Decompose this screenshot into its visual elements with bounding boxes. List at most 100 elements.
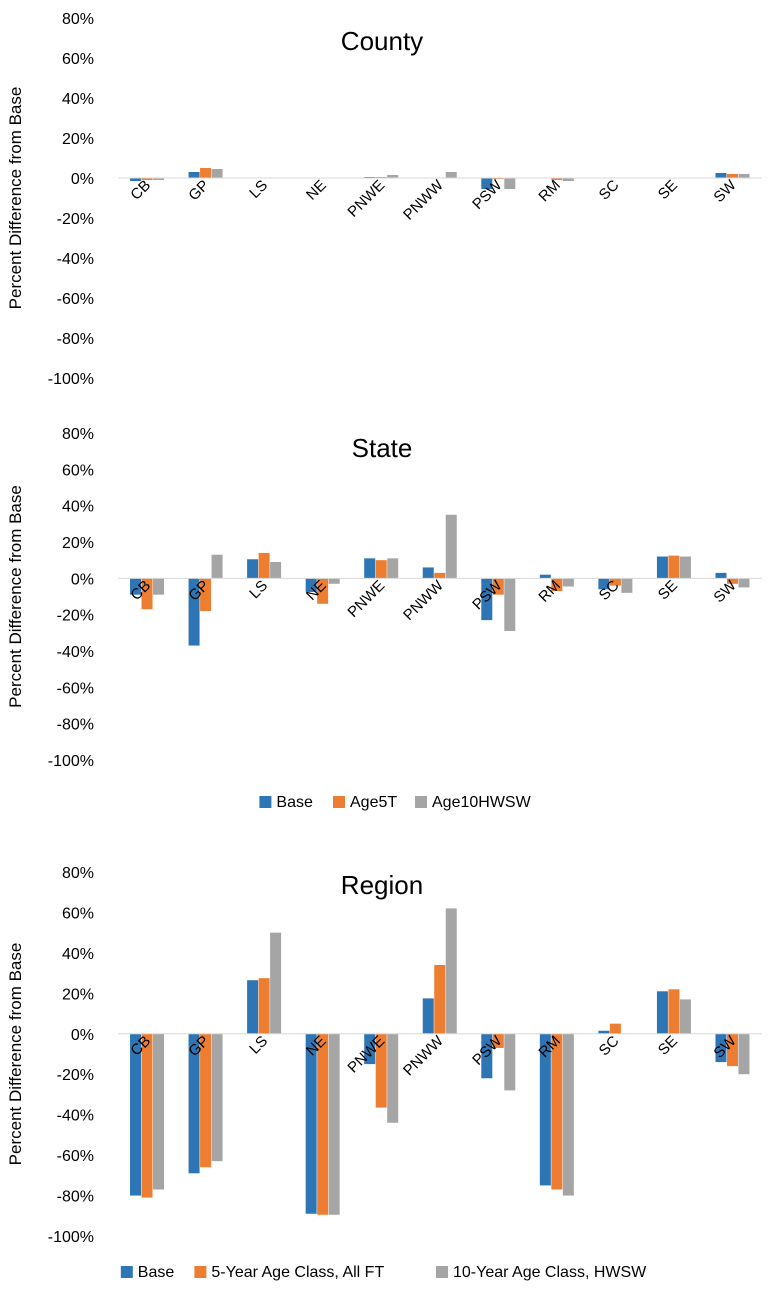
bar-psw-0 (481, 178, 493, 189)
legend-swatch (194, 1266, 207, 1278)
bar-sw-0 (715, 1033, 727, 1063)
bar-rm-1 (551, 178, 563, 180)
bar-sw-1 (726, 174, 738, 178)
bar-pnww-1 (434, 572, 446, 579)
bar-sc-1 (609, 1023, 621, 1034)
bar-sc-0 (598, 578, 610, 590)
bar-pnwe-1 (375, 1033, 387, 1108)
x-tick-label: SW (710, 176, 740, 206)
y-tick-label: -40% (57, 1108, 94, 1125)
y-tick-label: 0% (71, 171, 94, 188)
chart-title: County (341, 26, 423, 56)
bar-pnww-2 (445, 172, 457, 178)
chart-title: Region (341, 870, 423, 900)
y-tick-label: 40% (62, 499, 94, 516)
legend-swatch (120, 1266, 133, 1278)
legend-label: Base (138, 1264, 175, 1281)
legend-label: Age10HWSW (432, 794, 532, 811)
x-tick-label: LS (246, 177, 271, 202)
bar-cb-2 (153, 1033, 165, 1190)
y-tick-label: -80% (57, 717, 94, 734)
bar-sw-1 (726, 578, 738, 584)
y-tick-label: 80% (62, 11, 94, 28)
bar-sc-0 (598, 1030, 610, 1034)
y-tick-label: -20% (57, 608, 94, 625)
legend-label: 10-Year Age Class, HWSW (453, 1264, 647, 1281)
bar-psw-0 (481, 1033, 493, 1079)
bar-ls-1 (258, 978, 270, 1034)
bar-cb-2 (153, 178, 165, 180)
x-tick-label: PNWW (400, 1032, 447, 1079)
bar-ne-2 (328, 1033, 340, 1215)
x-tick-label: RM (535, 177, 564, 206)
y-tick-label: -100% (48, 1229, 94, 1246)
bar-cb-0 (130, 178, 142, 181)
y-tick-label: -40% (57, 644, 94, 661)
bar-sw-2 (738, 1033, 750, 1075)
bar-sw-2 (738, 578, 750, 588)
bar-psw-1 (492, 578, 504, 595)
y-tick-label: -100% (48, 371, 94, 388)
bar-rm-2 (562, 1033, 574, 1196)
bar-gp-2 (211, 1033, 223, 1162)
bar-se-2 (679, 556, 691, 579)
x-tick-label: PNWE (344, 177, 388, 221)
bar-sc-2 (621, 578, 633, 593)
x-tick-label: SC (596, 1032, 623, 1059)
x-tick-label: SC (596, 177, 623, 204)
chart-title: State (352, 433, 413, 463)
bar-psw-2 (504, 1033, 516, 1091)
x-tick-label: PNWE (344, 577, 388, 621)
y-tick-label: 40% (62, 946, 94, 963)
y-tick-label: -60% (57, 680, 94, 697)
y-tick-label: 60% (62, 51, 94, 68)
x-tick-label: LS (246, 577, 271, 602)
bar-cb-0 (130, 1033, 142, 1196)
bar-pnwe-2 (387, 558, 399, 579)
bar-pnww-2 (445, 514, 457, 579)
bar-psw-0 (481, 578, 493, 621)
legend-swatch (333, 796, 345, 808)
bar-ne-1 (317, 578, 329, 604)
legend-swatch (415, 796, 427, 808)
bar-pnww-0 (422, 998, 434, 1034)
bar-ls-1 (258, 552, 270, 579)
y-axis-label: Percent Difference from Base (6, 485, 25, 708)
bar-ls-2 (270, 561, 282, 579)
bar-gp-0 (188, 578, 200, 646)
x-tick-label: LS (246, 1033, 271, 1058)
y-tick-label: 80% (62, 426, 94, 443)
bar-se-0 (656, 991, 668, 1034)
x-tick-label: PSW (469, 176, 506, 213)
bar-rm-0 (539, 574, 551, 579)
y-tick-label: -20% (57, 211, 94, 228)
bar-ne-2 (328, 578, 340, 584)
y-tick-label: 80% (62, 865, 94, 882)
bar-rm-2 (562, 578, 574, 587)
bar-ls-2 (270, 932, 282, 1034)
bar-cb-1 (141, 578, 153, 610)
legend-label: 5-Year Age Class, All FT (211, 1264, 384, 1281)
bar-gp-2 (211, 554, 223, 579)
bar-rm-1 (551, 1033, 563, 1190)
x-tick-label: GP (185, 177, 212, 204)
y-tick-label: -20% (57, 1067, 94, 1084)
bar-ls-0 (247, 980, 259, 1034)
bar-gp-1 (200, 578, 212, 612)
bar-cb-1 (141, 178, 153, 180)
bar-gp-2 (211, 169, 223, 178)
bar-sw-2 (738, 174, 750, 178)
bar-gp-0 (188, 1033, 200, 1174)
bar-sw-1 (726, 1033, 738, 1067)
bar-rm-2 (562, 178, 574, 181)
bar-gp-0 (188, 172, 200, 178)
y-tick-label: 20% (62, 535, 94, 552)
bar-pnwe-0 (364, 558, 376, 579)
bar-sc-1 (609, 578, 621, 586)
x-tick-label: SE (655, 1033, 681, 1059)
y-tick-label: 60% (62, 462, 94, 479)
x-tick-label: NE (303, 177, 330, 204)
y-tick-label: -100% (48, 753, 94, 770)
bar-sw-0 (715, 173, 727, 178)
